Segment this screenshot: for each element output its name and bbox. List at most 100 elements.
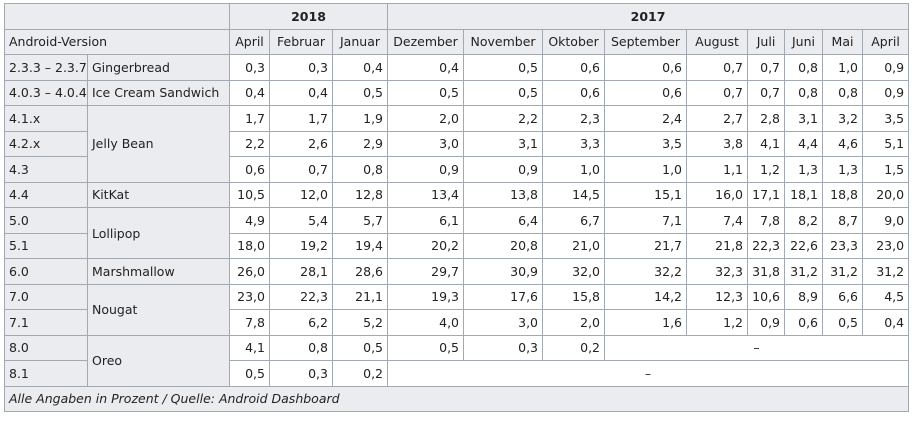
version-name: Gingerbread: [87, 54, 230, 81]
share-value: 9,0: [862, 207, 910, 234]
month-header: Juli: [747, 28, 786, 55]
empty-value: –: [387, 360, 910, 387]
share-value: 3,2: [822, 105, 864, 132]
share-value: 0,6: [542, 54, 606, 81]
table-row: 4.1.x Jelly Bean 1,7 1,7 1,9 2,0 2,2 2,3 2,4 2,7 2…: [4, 105, 910, 183]
share-value: 1,7: [269, 105, 333, 132]
year-header: 2018: [228, 3, 389, 30]
share-value: 8,7: [822, 207, 864, 234]
table-row: 4.2.x 2,2 2,6 2,9 3,0 3,1 3,3 3,5 3,8 4,1 4,4 4,6 5,…: [4, 130, 910, 157]
share-value: 16,0: [686, 181, 749, 208]
share-value: 0,7: [686, 79, 749, 106]
share-value: 2,0: [387, 105, 465, 132]
share-value: 1,6: [604, 309, 688, 336]
share-value: 26,0: [229, 258, 270, 285]
version-number: 4.1.x: [4, 105, 88, 132]
share-value: 2,7: [686, 105, 749, 132]
share-value: 0,4: [862, 309, 910, 336]
share-value: 19,4: [331, 232, 389, 259]
share-value: 8,9: [784, 283, 824, 310]
share-value: 0,9: [387, 156, 465, 183]
version-number: 8.0: [4, 334, 88, 361]
share-value: 3,5: [604, 130, 688, 157]
share-value: 22,3: [269, 283, 333, 310]
share-value: 19,3: [387, 283, 465, 310]
share-value: 10,5: [229, 181, 270, 208]
share-value: 32,3: [686, 258, 749, 285]
table-row: Alle Angaben in Prozent / Quelle: Androi…: [3, 385, 910, 412]
share-value: 0,5: [463, 79, 544, 106]
table-body: 2018 2017 Android-Version April Februar Janua…: [3, 3, 910, 412]
share-value: 7,1: [604, 207, 688, 234]
share-value: 22,6: [784, 232, 824, 259]
share-value: 31,2: [784, 258, 824, 285]
share-value: 6,1: [387, 207, 465, 234]
share-value: 12,3: [686, 283, 749, 310]
month-header: November: [463, 28, 544, 55]
share-value: 12,8: [331, 181, 389, 208]
share-value: 20,8: [463, 232, 544, 259]
version-name: Nougat: [87, 283, 230, 336]
version-number: 8.1: [4, 360, 88, 387]
share-value: 21,7: [604, 232, 688, 259]
share-value: 2,6: [269, 130, 333, 157]
share-value: 5,2: [331, 309, 389, 336]
share-value: 1,3: [822, 156, 864, 183]
share-value: 0,5: [387, 79, 465, 106]
version-number: 7.1: [4, 309, 88, 336]
share-value: 3,0: [463, 309, 544, 336]
share-value: 0,3: [229, 54, 270, 81]
share-value: 0,8: [269, 334, 333, 361]
table-row: 6.0 Marshmallow 26,0 28,1 28,6 29,7 30,9 32,0 32…: [4, 258, 910, 285]
share-value: 31,2: [822, 258, 864, 285]
month-header: April: [229, 28, 270, 55]
share-value: 0,5: [463, 54, 544, 81]
version-number: 5.1: [4, 232, 88, 259]
share-value: 0,7: [686, 54, 749, 81]
version-name: Ice Cream Sandwich: [87, 79, 230, 106]
share-value: 20,2: [387, 232, 465, 259]
share-value: 17,1: [747, 181, 786, 208]
share-value: 3,3: [542, 130, 606, 157]
share-value: 0,8: [784, 54, 824, 81]
share-value: 5,1: [862, 130, 910, 157]
share-value: 15,1: [604, 181, 688, 208]
table-row: 4.0.3 – 4.0.4 Ice Cream Sandwich 0,4 0,4 0,5…: [4, 79, 910, 106]
share-value: 1,0: [604, 156, 688, 183]
table-row: Android-Version April Februar Januar Dezembe…: [4, 28, 910, 55]
share-value: 6,4: [463, 207, 544, 234]
share-value: 4,1: [747, 130, 786, 157]
share-value: 32,0: [542, 258, 606, 285]
share-value: 7,8: [229, 309, 270, 336]
month-header: Juni: [784, 28, 824, 55]
share-value: 5,4: [269, 207, 333, 234]
version-name: Lollipop: [87, 207, 230, 259]
share-value: 2,2: [229, 130, 270, 157]
month-header: August: [686, 28, 749, 55]
share-value: 3,1: [463, 130, 544, 157]
month-header: Januar: [331, 28, 389, 55]
share-value: 31,2: [862, 258, 910, 285]
share-value: 4,9: [229, 207, 270, 234]
share-value: 0,8: [331, 156, 389, 183]
share-value: 0,8: [784, 79, 824, 106]
share-value: 20,0: [862, 181, 910, 208]
table-row: 2018 2017: [4, 3, 910, 30]
share-value: 0,7: [747, 79, 786, 106]
version-name: Jelly Bean: [87, 105, 230, 183]
share-value: 12,0: [269, 181, 333, 208]
share-value: 0,9: [862, 54, 910, 81]
share-value: 4,5: [862, 283, 910, 310]
share-value: 1,5: [862, 156, 910, 183]
share-value: 0,9: [747, 309, 786, 336]
share-value: 29,7: [387, 258, 465, 285]
version-number: 4.0.3 – 4.0.4: [4, 79, 88, 106]
table-row: 5.0 Lollipop 4,9 5,4 5,7 6,1 6,4 6,7 7,1 7,4 7,8 8,…: [4, 207, 910, 259]
month-header: Oktober: [542, 28, 606, 55]
share-value: 21,1: [331, 283, 389, 310]
share-value: 0,5: [331, 334, 389, 361]
share-value: 0,5: [387, 334, 465, 361]
share-value: 0,2: [542, 334, 606, 361]
share-value: 2,4: [604, 105, 688, 132]
